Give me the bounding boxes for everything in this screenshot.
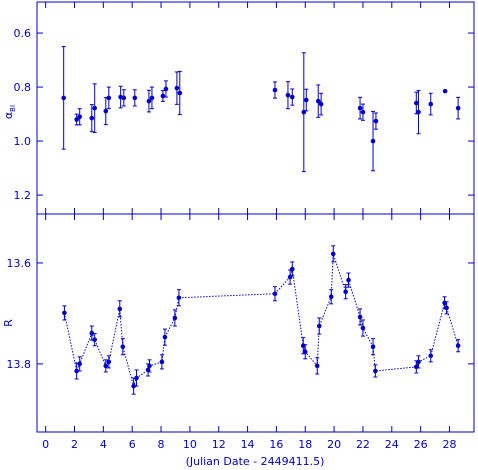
x-tick-label: 28: [442, 438, 456, 451]
data-point: [289, 266, 295, 272]
data-point: [330, 251, 336, 257]
data-point: [172, 315, 178, 321]
y-tick-label: 13.8: [7, 358, 32, 371]
data-point: [272, 291, 278, 297]
data-point: [343, 289, 348, 295]
x-tick-label: 24: [385, 438, 399, 451]
data-point: [134, 375, 139, 381]
data-point: [315, 98, 321, 104]
data-point: [272, 87, 278, 93]
bottom-panel-frame: [36, 213, 475, 433]
data-point: [455, 343, 461, 349]
data-point: [444, 305, 449, 311]
y-tick-label: 13.6: [7, 257, 32, 270]
data-point: [120, 344, 126, 350]
data-point: [146, 98, 152, 104]
data-point: [159, 359, 165, 365]
data-point: [360, 109, 366, 115]
x-tick-label: 8: [158, 438, 165, 451]
data-point: [131, 383, 136, 389]
y-label-main: α: [2, 112, 15, 119]
data-point: [163, 86, 169, 92]
data-point: [121, 95, 127, 101]
data-point: [132, 95, 138, 101]
data-point: [360, 325, 366, 331]
data-point: [414, 100, 419, 106]
data-point: [370, 344, 376, 350]
data-point: [176, 295, 182, 301]
data-point: [357, 314, 363, 320]
data-point: [442, 88, 448, 94]
data-point: [303, 97, 309, 103]
data-point: [428, 353, 434, 359]
data-point: [428, 101, 434, 107]
data-point: [318, 101, 324, 107]
data-point: [74, 117, 79, 122]
data-point: [370, 138, 376, 144]
x-tick-label: 26: [414, 438, 428, 451]
data-point: [302, 349, 308, 355]
data-point: [414, 364, 419, 370]
data-point: [357, 105, 363, 111]
top-panel-frame: [36, 1, 475, 215]
data-point: [77, 114, 82, 120]
data-point: [103, 108, 109, 114]
data-point: [346, 277, 351, 283]
data-point: [174, 85, 180, 91]
x-tick-label: 18: [298, 438, 312, 451]
data-point: [61, 95, 66, 101]
y-tick-label: 1.2: [14, 189, 32, 202]
data-point: [416, 359, 421, 365]
y-tick-label: 0.6: [14, 27, 32, 40]
x-tick-label: 14: [241, 438, 255, 451]
data-point: [74, 368, 79, 374]
y-tick-label: 1.0: [14, 135, 32, 148]
x-tick-label: 2: [71, 438, 78, 451]
x-tick-label: 10: [183, 438, 197, 451]
x-tick-label: 16: [269, 438, 283, 451]
data-point: [455, 105, 461, 111]
y-axis-label: R: [2, 319, 15, 327]
data-line: [63, 253, 459, 388]
data-point: [314, 363, 320, 369]
data-point: [89, 330, 95, 336]
data-point: [147, 363, 152, 369]
data-point: [373, 368, 378, 374]
data-point: [89, 115, 95, 121]
data-point: [92, 105, 97, 111]
data-point: [373, 118, 379, 124]
x-tick-label: 22: [356, 438, 370, 451]
data-point: [106, 95, 112, 101]
data-point: [117, 306, 123, 312]
data-point: [287, 274, 293, 280]
data-point: [103, 363, 109, 369]
data-point: [106, 359, 112, 365]
x-tick-label: 20: [327, 438, 341, 451]
x-tick-label: 0: [42, 438, 49, 451]
data-point: [62, 310, 67, 316]
x-axis-label: (Julian Date - 2449411.5): [186, 455, 325, 468]
data-point: [177, 90, 183, 96]
x-tick-label: 6: [129, 438, 136, 451]
data-point: [316, 323, 322, 329]
data-point: [285, 92, 291, 98]
x-tick-label: 12: [212, 438, 226, 451]
data-point: [160, 93, 166, 99]
y-label-sub: BI: [9, 105, 17, 112]
y-tick-label: 0.8: [14, 81, 32, 94]
data-point: [416, 109, 421, 115]
data-point: [92, 337, 97, 342]
data-point: [77, 361, 82, 367]
data-point: [289, 94, 295, 100]
data-point: [328, 294, 334, 300]
data-point: [162, 334, 168, 340]
data-point: [149, 95, 155, 101]
y-axis-label: αBI: [2, 105, 17, 119]
x-tick-label: 4: [100, 438, 107, 451]
